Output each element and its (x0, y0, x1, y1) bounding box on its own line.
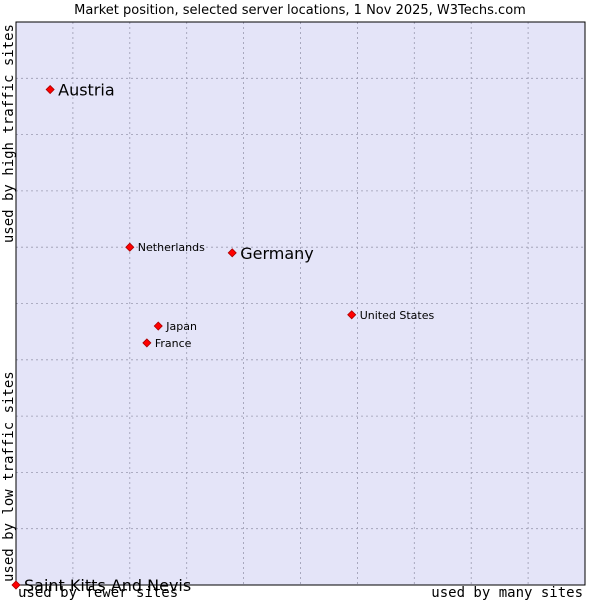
point-label-austria: Austria (58, 81, 115, 100)
point-label-united-states: United States (360, 309, 435, 322)
grid-lines (16, 22, 585, 585)
point-marker-netherlands (125, 242, 135, 252)
point-marker-saint-kitts-and-nevis (11, 580, 21, 590)
data-points: Austria Netherlands Germany United States Ja… (11, 81, 435, 595)
point-label-netherlands: Netherlands (138, 241, 205, 254)
x-axis-label-left: used by fewer sites (18, 585, 178, 600)
chart-title: Market position, selected server locatio… (74, 3, 526, 18)
plot-frame (15, 21, 586, 586)
y-axis-label-bottom: used by low traffic sites (1, 371, 17, 582)
point-marker-france (142, 338, 152, 348)
point-label-japan: Japan (165, 320, 197, 333)
point-marker-austria (45, 84, 55, 95)
point-label-saint-kitts-and-nevis: Saint Kitts And Nevis (24, 576, 191, 595)
point-label-france: France (155, 337, 192, 350)
point-marker-germany (227, 248, 237, 258)
point-label-germany: Germany (240, 244, 314, 263)
x-axis-label-right: used by many sites (431, 585, 583, 600)
point-marker-united-states (347, 310, 357, 320)
point-marker-japan (153, 321, 163, 331)
y-axis-label-top: used by high traffic sites (1, 24, 17, 243)
